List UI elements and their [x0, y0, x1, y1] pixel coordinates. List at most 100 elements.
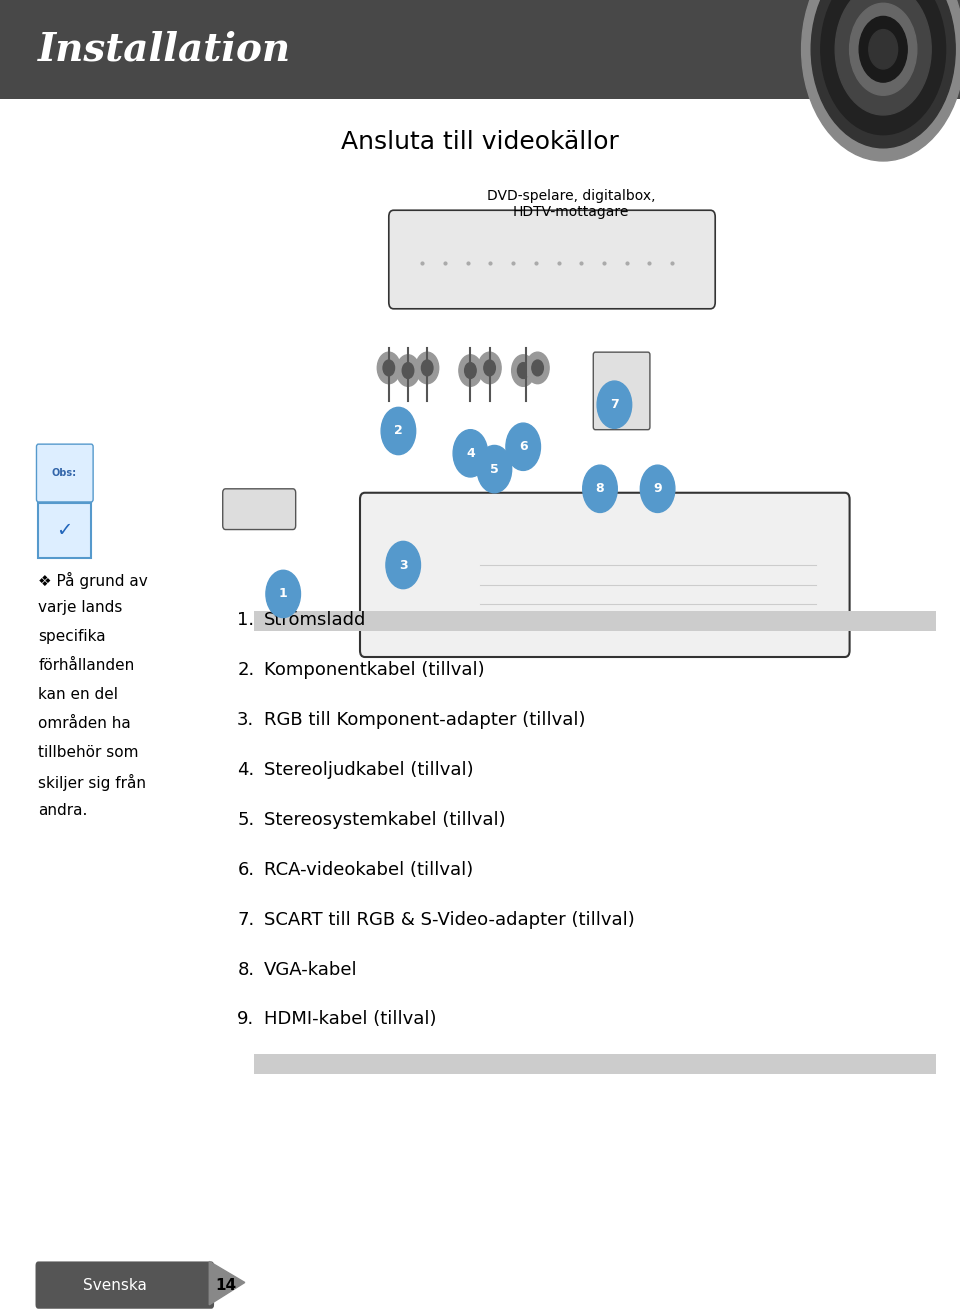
Circle shape [484, 360, 495, 376]
Bar [0, 20, 960, 22]
Bar [0, 7, 960, 8]
Circle shape [835, 0, 931, 116]
Text: specifika: specifika [38, 629, 106, 644]
FancyBboxPatch shape [254, 611, 936, 631]
Bar [0, 3, 960, 4]
Bar [0, 76, 960, 79]
Bar [0, 97, 960, 99]
Circle shape [416, 352, 439, 384]
Circle shape [421, 360, 433, 376]
Circle shape [506, 423, 540, 470]
Bar [0, 37, 960, 39]
Text: HDMI-kabel (tillval): HDMI-kabel (tillval) [264, 1010, 437, 1029]
Text: 8: 8 [596, 482, 604, 495]
Bar [0, 47, 960, 49]
Bar [0, 92, 960, 95]
FancyBboxPatch shape [36, 1261, 214, 1309]
Bar [0, 16, 960, 18]
Circle shape [859, 17, 907, 81]
Bar [0, 91, 960, 92]
Text: förhållanden: förhållanden [38, 658, 134, 673]
Text: 6.: 6. [237, 861, 254, 879]
Bar [0, 83, 960, 84]
FancyBboxPatch shape [223, 489, 296, 530]
Circle shape [532, 360, 543, 376]
Text: 2.: 2. [237, 661, 254, 679]
Circle shape [583, 465, 617, 512]
Bar [0, 81, 960, 83]
Bar [0, 89, 960, 91]
Bar [0, 22, 960, 24]
Polygon shape [209, 1261, 245, 1305]
Bar [0, 71, 960, 72]
FancyBboxPatch shape [593, 352, 650, 430]
Bar [0, 33, 960, 35]
Bar [0, 39, 960, 42]
Bar [0, 9, 960, 12]
Bar [0, 64, 960, 67]
Text: 3: 3 [399, 558, 407, 572]
Text: DVD-spelare, digitalbox,
HDTV-mottagare: DVD-spelare, digitalbox, HDTV-mottagare [487, 189, 656, 218]
Text: VGA-kabel: VGA-kabel [264, 961, 358, 979]
Text: Stereosystemkabel (tillval): Stereosystemkabel (tillval) [264, 811, 506, 829]
Circle shape [459, 355, 482, 386]
Text: 9: 9 [654, 482, 661, 495]
Text: ✓: ✓ [56, 522, 73, 540]
Bar [0, 29, 960, 32]
Circle shape [597, 381, 632, 428]
Text: RGB till Komponent-adapter (tillval): RGB till Komponent-adapter (tillval) [264, 711, 586, 729]
Bar [0, 0, 960, 3]
Bar [0, 8, 960, 11]
Text: ❖ På grund av: ❖ På grund av [38, 572, 148, 589]
Text: 14: 14 [215, 1277, 236, 1293]
Text: 1: 1 [278, 587, 288, 600]
Circle shape [811, 0, 955, 147]
Circle shape [266, 570, 300, 618]
Bar [0, 60, 960, 63]
Circle shape [381, 407, 416, 455]
Bar [0, 55, 960, 57]
Text: 4.: 4. [237, 761, 254, 779]
Bar [0, 43, 960, 45]
Text: 7: 7 [610, 398, 619, 411]
Text: skiljer sig från: skiljer sig från [38, 774, 146, 791]
Bar [0, 4, 960, 7]
FancyBboxPatch shape [36, 444, 93, 502]
Bar [0, 25, 960, 28]
FancyBboxPatch shape [0, 0, 960, 99]
FancyBboxPatch shape [360, 493, 850, 657]
Text: Strömsladd: Strömsladd [264, 611, 367, 629]
Text: Ansluta till videokällor: Ansluta till videokällor [341, 130, 619, 154]
Bar [0, 32, 960, 34]
Bar [0, 87, 960, 89]
Bar [0, 17, 960, 20]
Circle shape [402, 363, 414, 378]
Text: 1.: 1. [237, 611, 254, 629]
Text: andra.: andra. [38, 803, 87, 817]
FancyBboxPatch shape [254, 1054, 936, 1074]
Circle shape [517, 363, 529, 378]
Text: 8.: 8. [237, 961, 254, 979]
Circle shape [512, 355, 535, 386]
Circle shape [465, 363, 476, 378]
Text: Svenska: Svenska [84, 1277, 147, 1293]
Text: 7.: 7. [237, 911, 254, 929]
Bar [0, 84, 960, 87]
Text: Installation: Installation [38, 30, 292, 68]
Bar [0, 0, 960, 99]
Bar [0, 35, 960, 38]
Circle shape [821, 0, 946, 135]
Text: 3.: 3. [237, 711, 254, 729]
Bar [0, 63, 960, 64]
Bar [0, 75, 960, 76]
Text: varje lands: varje lands [38, 600, 123, 615]
Bar [0, 24, 960, 26]
Circle shape [640, 465, 675, 512]
Bar [0, 41, 960, 43]
Text: 2: 2 [394, 424, 403, 438]
Bar [0, 51, 960, 53]
Circle shape [526, 352, 549, 384]
Text: 5.: 5. [237, 811, 254, 829]
Text: RCA-videokabel (tillval): RCA-videokabel (tillval) [264, 861, 473, 879]
Bar [0, 57, 960, 59]
